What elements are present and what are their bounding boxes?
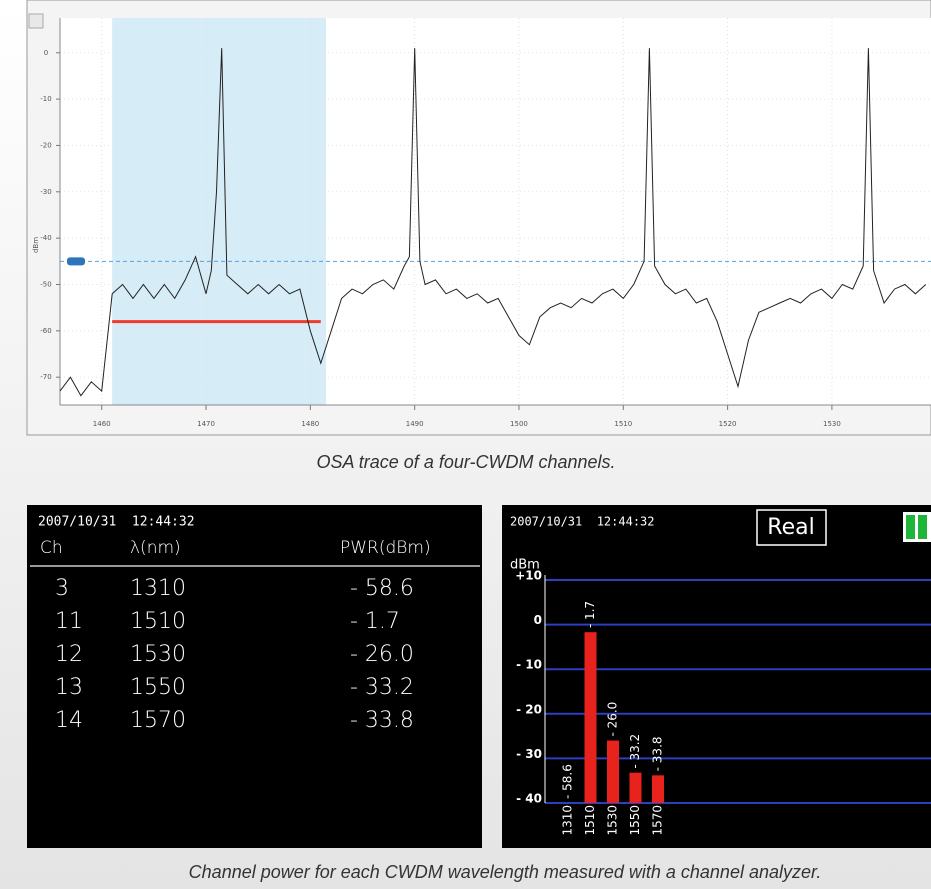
y-tick-label: -60 (40, 327, 51, 335)
x-tick-label: 1460 (93, 420, 111, 428)
y-tick-label: -20 (40, 141, 51, 149)
cell: 13 (55, 675, 83, 700)
caption: OSA trace of a four-CWDM channels. (316, 452, 615, 472)
column-header: λ(nm) (130, 538, 181, 558)
x-tick-label: 1310 (561, 805, 575, 836)
battery-cell (906, 515, 915, 539)
cell: 12 (55, 642, 83, 667)
x-tick-label: 1520 (719, 420, 737, 428)
cell: 1510 (130, 609, 186, 634)
bar (607, 741, 619, 803)
tool-icon[interactable] (29, 14, 43, 28)
y-tick-label: -70 (40, 373, 51, 381)
y-tick-label: - 20 (516, 702, 542, 716)
bar (652, 775, 664, 803)
timestamp: 2007/10/31 12:44:32 (38, 515, 195, 530)
x-tick-label: 1470 (197, 420, 215, 428)
y-tick-label: -40 (40, 234, 51, 242)
y-tick-label: - 10 (516, 658, 542, 672)
cell: 1530 (130, 642, 186, 667)
value-label: - 33.8 (651, 736, 665, 771)
value-label: - 33.2 (628, 734, 642, 769)
cell: - 26.0 (350, 642, 414, 667)
cell: 14 (55, 708, 83, 733)
y-tick-label: - 40 (516, 792, 542, 806)
x-tick-label: 1530 (823, 420, 841, 428)
x-tick-label: 1570 (651, 805, 665, 836)
x-tick-label: 1480 (301, 420, 319, 428)
cell: 11 (55, 609, 83, 634)
y-tick-label: -10 (40, 95, 51, 103)
highlight-region (112, 18, 326, 405)
y-tick-label: -30 (40, 188, 51, 196)
y-tick-label: +10 (515, 569, 542, 583)
x-tick-label: 1510 (583, 805, 597, 836)
x-tick-label: 1510 (614, 420, 632, 428)
page: 1460 1470 1480 1490 1500 1510 1520 1530 0 -10 -20 -… (0, 0, 931, 889)
y-tick-label: -50 (40, 280, 51, 288)
cell: 1310 (130, 576, 186, 601)
cell: 1570 (130, 708, 186, 733)
bar (585, 632, 597, 803)
y-tick-label: 0 (44, 49, 48, 57)
cell: - 33.2 (350, 675, 414, 700)
bar (630, 773, 642, 803)
threshold-marker (67, 257, 85, 265)
value-label: - 1.7 (583, 601, 597, 628)
x-tick-label: 1550 (628, 805, 642, 836)
column-header: PWR(dBm) (340, 538, 431, 558)
cell: - 58.6 (350, 576, 414, 601)
x-tick-label: 1530 (606, 805, 620, 836)
value-label: - 58.6 (561, 764, 575, 799)
y-axis-label: dBm (32, 237, 40, 253)
mode-label: Real (767, 515, 814, 540)
caption: Channel power for each CWDM wavelength m… (189, 862, 822, 882)
cell: 1550 (130, 675, 186, 700)
cell: 3 (55, 576, 69, 601)
figure: 1460 1470 1480 1490 1500 1510 1520 1530 0 -10 -20 -… (0, 0, 931, 889)
battery-cell (918, 515, 927, 539)
cell: - 1.7 (350, 609, 400, 634)
cell: - 33.8 (350, 708, 414, 733)
column-header: Ch (40, 538, 63, 558)
y-tick-label: 0 (534, 613, 542, 627)
x-tick-label: 1500 (510, 420, 528, 428)
x-tick-label: 1490 (406, 420, 424, 428)
timestamp: 2007/10/31 12:44:32 (510, 515, 655, 529)
value-label: - 26.0 (606, 702, 620, 737)
y-tick-label: - 30 (516, 747, 542, 761)
